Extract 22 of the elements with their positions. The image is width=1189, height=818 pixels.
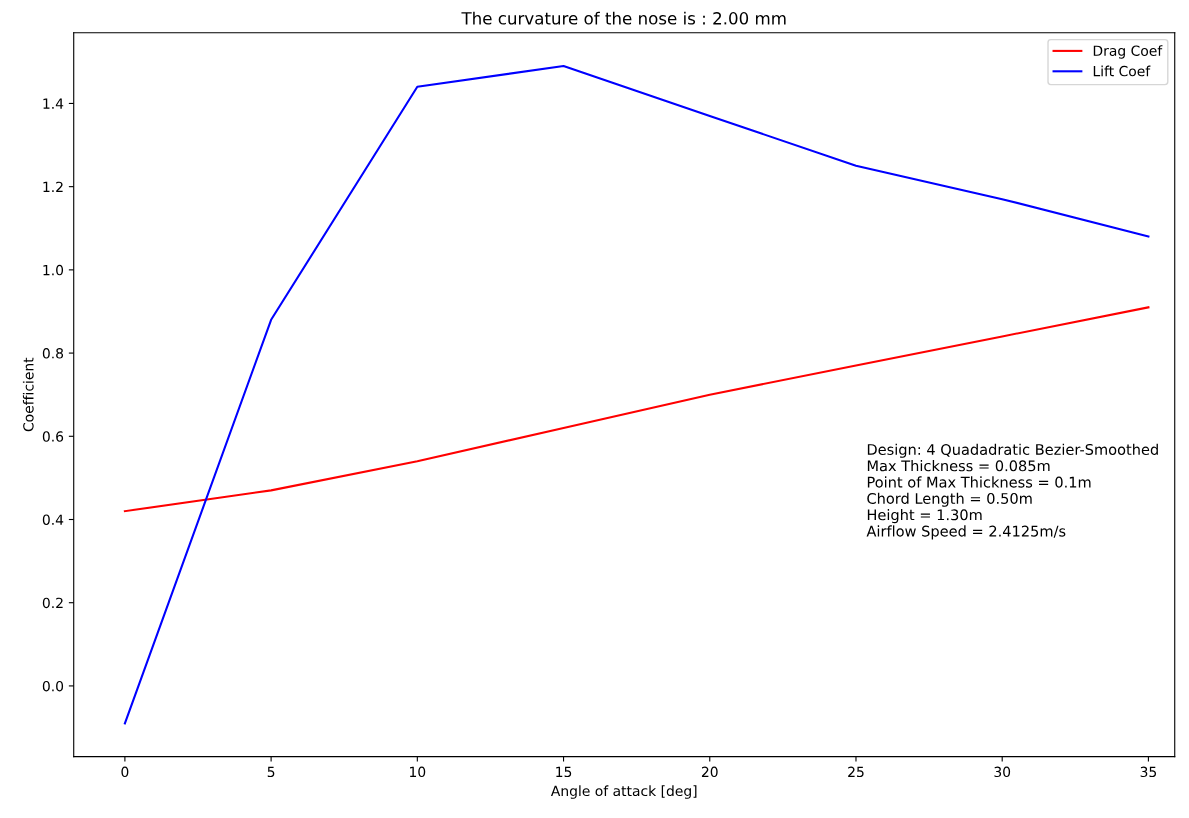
chart-title: The curvature of the nose is : 2.00 mm bbox=[461, 11, 786, 25]
x-tick-label: 5 bbox=[267, 766, 275, 778]
x-tick-label: 25 bbox=[848, 766, 864, 778]
y-tick-label: 1.4 bbox=[43, 98, 64, 109]
y-tick-label: 0.6 bbox=[42, 431, 64, 442]
x-tick-label: 35 bbox=[1140, 766, 1157, 778]
legend-label: Lift Coef bbox=[1093, 65, 1151, 77]
y-tick-label: 0.4 bbox=[42, 514, 64, 525]
x-tick-label: 30 bbox=[994, 766, 1011, 778]
y-tick-label: 0.0 bbox=[42, 680, 64, 692]
x-tick-label: 0 bbox=[121, 766, 129, 778]
annotation: Design: 4 Quadadratic Bezier-Smoothed Max Thickness = 0.085m Point of Max Thickness = 0.1m Chord Length = 0.50m Height = 1.30m Airflow Speed = 2.4125m/s bbox=[866, 443, 1158, 540]
x-tick-label: 10 bbox=[410, 766, 426, 778]
legend-label: Drag Coef bbox=[1093, 45, 1163, 59]
x-axis-title: Angle of attack [deg] bbox=[550, 785, 697, 799]
y-tick-label: 0.2 bbox=[42, 597, 63, 609]
y-tick-label: 1.0 bbox=[43, 264, 64, 276]
y-tick-label: 0.8 bbox=[42, 348, 64, 359]
x-tick-label: 20 bbox=[701, 766, 718, 778]
y-tick-label: 1.2 bbox=[43, 181, 63, 192]
y-axis-title: Coefficient bbox=[22, 357, 34, 432]
x-tick-label: 15 bbox=[556, 766, 572, 778]
